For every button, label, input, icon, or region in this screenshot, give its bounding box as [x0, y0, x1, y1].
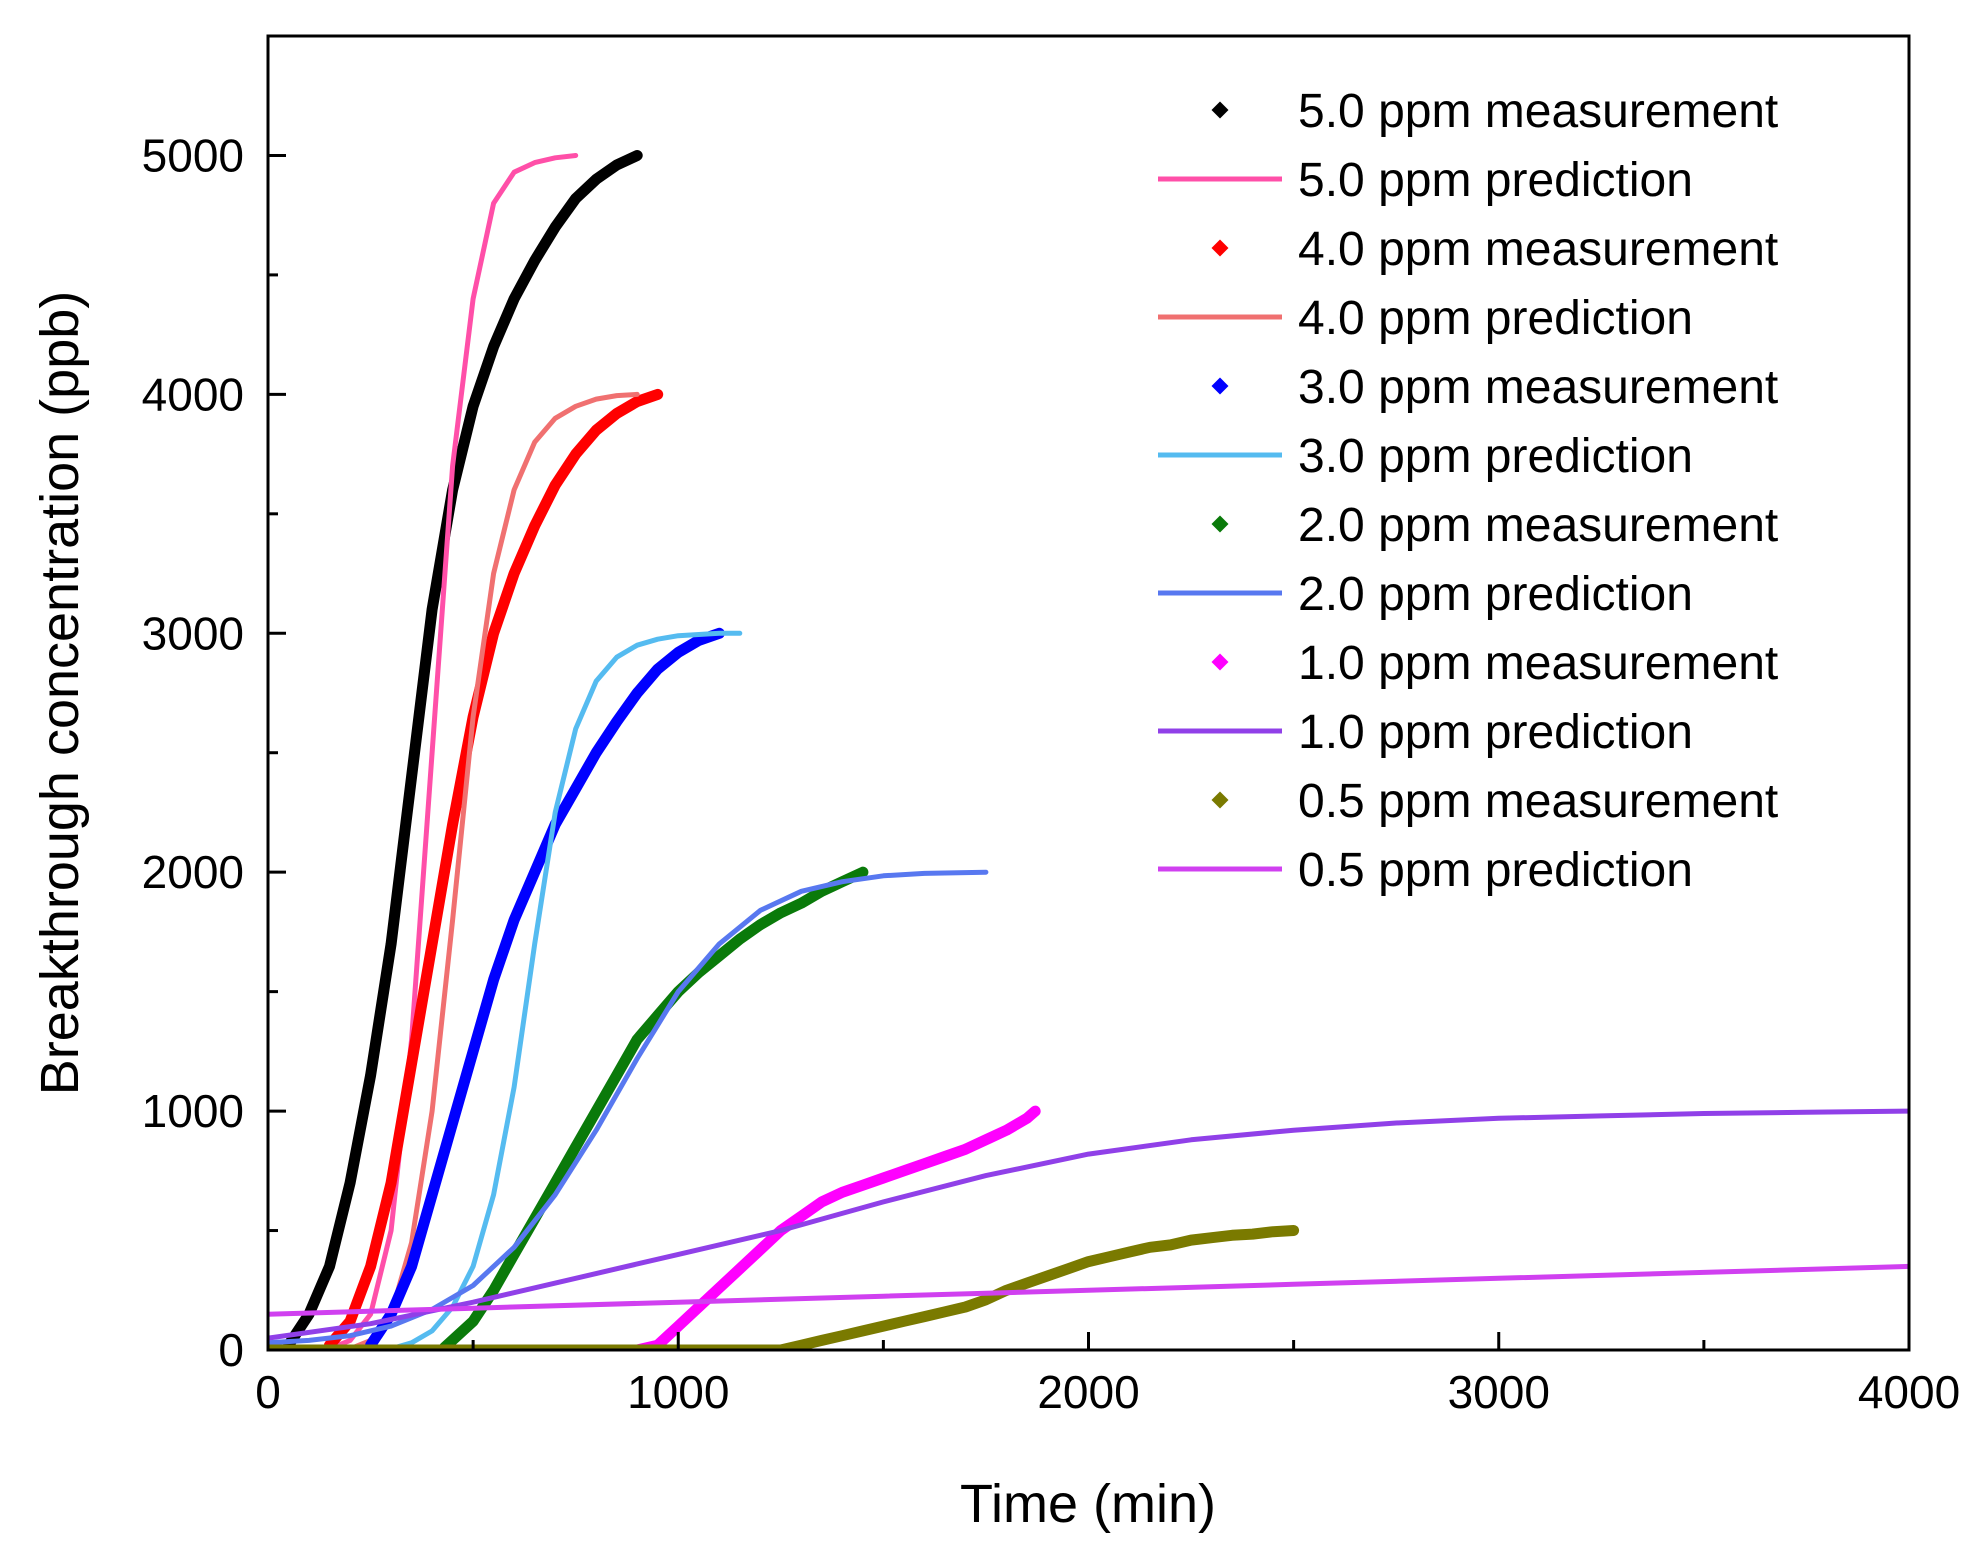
y-axis-label: Breakthrough concentration (ppb)	[30, 291, 90, 1096]
series-4-0-ppm-measurement	[324, 388, 664, 1350]
y-tick-label: 0	[218, 1324, 244, 1376]
x-tick-label: 4000	[1858, 1366, 1960, 1418]
legend-label: 3.0 ppm measurement	[1298, 361, 1778, 414]
legend-item: 5.0 ppm measurement	[1211, 85, 1778, 138]
axes-layer: 0 1000 2000 3000 4000 0 1000 2000 3000 4000 5000	[142, 129, 1961, 1418]
legend-item: 5.0 ppm prediction	[1158, 154, 1693, 207]
legend-label: 3.0 ppm prediction	[1298, 430, 1693, 483]
legend-marker	[1211, 101, 1229, 119]
series-5-0-ppm-measurement	[283, 150, 643, 1350]
series-1-0-ppm-prediction	[268, 1108, 1909, 1341]
series-0-5-ppm-prediction	[268, 1263, 1909, 1317]
series-3-0-ppm-measurement	[365, 627, 725, 1350]
series-5-0-ppm-prediction	[327, 153, 579, 1350]
x-tick-label: 0	[255, 1366, 281, 1418]
x-tick-label: 1000	[627, 1366, 729, 1418]
legend-label: 5.0 ppm measurement	[1298, 85, 1778, 138]
legend-item: 2.0 ppm measurement	[1211, 499, 1778, 552]
series-1-0-ppm-measurement	[631, 1105, 1041, 1350]
legend-marker	[1211, 377, 1229, 395]
legend-item: 4.0 ppm prediction	[1158, 292, 1693, 345]
legend-marker	[1211, 515, 1229, 533]
y-tick-label: 2000	[142, 846, 244, 898]
legend: 5.0 ppm measurement 5.0 ppm prediction 4.0…	[1158, 85, 1778, 897]
legend-label: 5.0 ppm prediction	[1298, 154, 1693, 207]
legend-item: 3.0 ppm prediction	[1158, 430, 1693, 483]
legend-item: 1.0 ppm measurement	[1211, 637, 1778, 690]
legend-item: 0.5 ppm measurement	[1211, 775, 1778, 828]
legend-item: 1.0 ppm prediction	[1158, 706, 1693, 759]
x-axis-label: Time (min)	[960, 1474, 1216, 1534]
legend-label: 4.0 ppm prediction	[1298, 292, 1693, 345]
legend-marker	[1211, 653, 1229, 671]
legend-label: 4.0 ppm measurement	[1298, 223, 1778, 276]
legend-label: 0.5 ppm prediction	[1298, 844, 1693, 897]
legend-item: 2.0 ppm prediction	[1158, 568, 1693, 621]
y-tick-label: 1000	[142, 1085, 244, 1137]
legend-label: 1.0 ppm measurement	[1298, 637, 1778, 690]
legend-label: 2.0 ppm prediction	[1298, 568, 1693, 621]
x-tick-label: 2000	[1037, 1366, 1139, 1418]
legend-label: 2.0 ppm measurement	[1298, 499, 1778, 552]
legend-item: 0.5 ppm prediction	[1158, 844, 1693, 897]
x-tick-label: 3000	[1448, 1366, 1550, 1418]
legend-label: 1.0 ppm prediction	[1298, 706, 1693, 759]
legend-item: 3.0 ppm measurement	[1211, 361, 1778, 414]
y-tick-label: 3000	[142, 607, 244, 659]
y-tick-label: 4000	[142, 368, 244, 420]
legend-marker	[1211, 791, 1229, 809]
y-tick-label: 5000	[142, 129, 244, 181]
legend-label: 0.5 ppm measurement	[1298, 775, 1778, 828]
series-2-0-ppm-prediction	[268, 869, 989, 1346]
series-0-5-ppm-measurement	[268, 1225, 1300, 1350]
series-layer	[268, 150, 1909, 1350]
legend-marker	[1211, 239, 1229, 257]
legend-item: 4.0 ppm measurement	[1211, 223, 1778, 276]
